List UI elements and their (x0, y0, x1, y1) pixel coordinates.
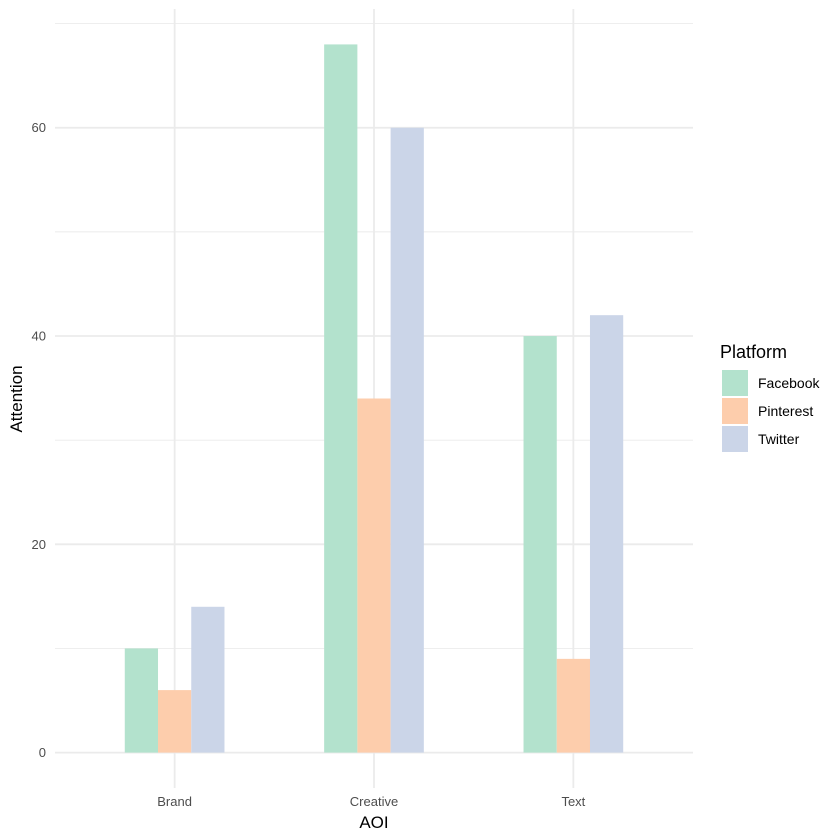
legend-label: Pinterest (758, 403, 813, 419)
bar-twitter-brand (191, 606, 225, 753)
bar-pinterest-text (556, 658, 590, 753)
bars (124, 44, 624, 753)
legend-key-twitter (722, 426, 748, 452)
y-axis-ticks: 0 20 40 60 (32, 120, 46, 760)
x-tick-label: Brand (157, 794, 192, 809)
legend-label: Facebook (758, 375, 820, 391)
legend: Platform Facebook Pinterest Twitter (720, 342, 820, 452)
x-axis-label: AOI (359, 813, 388, 832)
bar-pinterest-brand (158, 690, 192, 753)
bar-facebook-creative (324, 44, 358, 753)
bar-facebook-brand (124, 648, 159, 753)
legend-key-facebook (722, 370, 748, 396)
legend-title: Platform (720, 342, 787, 362)
x-axis-ticks: Brand Creative Text (157, 794, 585, 809)
legend-label: Twitter (758, 431, 800, 447)
y-tick-label: 0 (39, 745, 46, 760)
y-tick-label: 60 (32, 120, 46, 135)
bar-twitter-creative (390, 127, 424, 753)
bar-facebook-text (523, 336, 557, 753)
x-tick-label: Text (561, 794, 585, 809)
bar-pinterest-creative (357, 398, 391, 753)
bar-twitter-text (589, 315, 624, 753)
y-tick-label: 40 (32, 329, 46, 344)
x-tick-label: Creative (350, 794, 398, 809)
y-tick-label: 20 (32, 537, 46, 552)
y-axis-label: Attention (7, 365, 26, 432)
legend-key-pinterest (722, 398, 748, 424)
